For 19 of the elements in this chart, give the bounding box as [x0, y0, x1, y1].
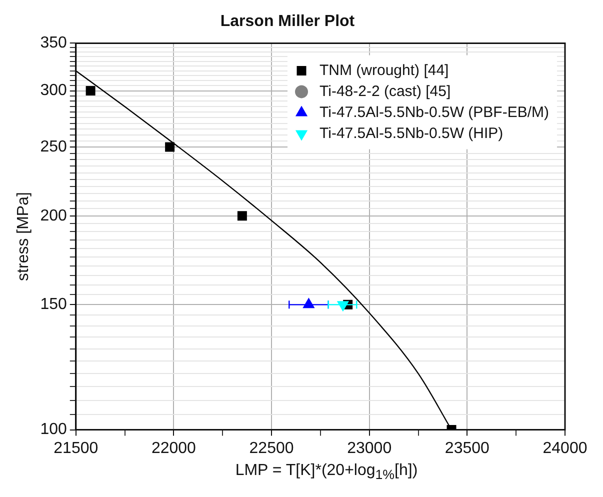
legend-label: Ti-48-2-2 (cast) [45]	[320, 82, 451, 100]
x-tick-label: 23500	[444, 440, 490, 457]
y-tick-label: 200	[40, 207, 67, 224]
x-tick-label: 24000	[542, 440, 588, 457]
legend-label: TNM (wrought) [44]	[320, 62, 449, 79]
legend-label: Ti-47.5Al-5.5Nb-0.5W (PBF-EB/M)	[320, 104, 550, 121]
y-tick-label: 250	[40, 138, 67, 156]
x-tick-label: 21500	[54, 440, 98, 457]
y-tick-label: 350	[40, 34, 67, 52]
x-axis-title: LMP = T[K]*(20+log$_{1%}$[h])	[234, 462, 419, 482]
x-tick-label: 22500	[249, 440, 294, 457]
y-axis-title: stress [MPa]	[15, 192, 32, 281]
y-tick-label: 150	[40, 296, 67, 314]
chart-title: Larson Miller Plot	[220, 13, 356, 30]
x-tick-label: 22000	[151, 440, 196, 457]
y-tick-label: 300	[40, 82, 67, 100]
x-tick-label: 23000	[347, 440, 392, 457]
y-tick-label: 100	[40, 421, 67, 438]
legend-label: Ti-47.5Al-5.5Nb-0.5W (HIP)	[320, 124, 504, 142]
